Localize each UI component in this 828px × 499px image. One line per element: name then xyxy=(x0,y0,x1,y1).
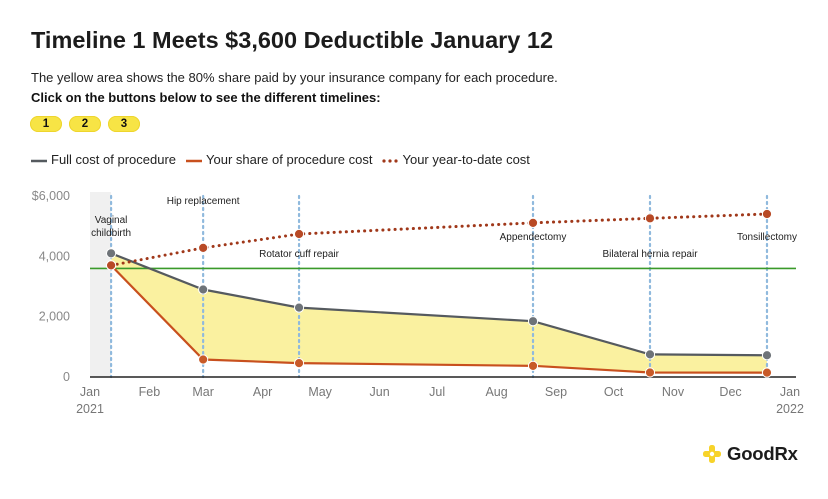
x-tick-label: Aug xyxy=(485,385,507,399)
timeline-button-group: 1 2 3 xyxy=(30,116,140,132)
x-tick-label: Jun xyxy=(370,385,390,399)
legend-swatch-your-share xyxy=(186,159,203,162)
goodrx-logo: GoodRx xyxy=(702,443,798,465)
timeline-instruction: Click on the buttons below to see the di… xyxy=(31,90,381,105)
x-tick-label: May xyxy=(308,385,332,399)
your-share-point xyxy=(293,358,305,369)
legend-label-full-cost: Full cost of procedure xyxy=(51,152,177,167)
procedure-label: childbirth xyxy=(91,228,131,239)
ytd-cost-point xyxy=(105,260,117,271)
deductible-period-band xyxy=(90,192,112,377)
full-cost-point xyxy=(105,248,117,259)
plus-cross-icon xyxy=(703,445,721,463)
timeline-1-button[interactable]: 1 xyxy=(30,116,62,132)
y-tick-label: 0 xyxy=(63,370,70,384)
your-share-series-line xyxy=(110,264,767,374)
ytd-cost-point xyxy=(644,213,656,224)
legend-item-full-cost: Full cost of procedure xyxy=(31,152,176,167)
x-tick-year-label: 2022 xyxy=(776,402,804,416)
x-tick-label: Oct xyxy=(604,385,624,399)
legend-swatch-full-cost xyxy=(31,159,47,162)
full-cost-point xyxy=(761,350,773,361)
your-share-point xyxy=(527,360,539,371)
logo-text: GoodRx xyxy=(727,443,798,464)
ytd-cost-point xyxy=(761,208,773,220)
legend-label-your-share: Your share of procedure cost xyxy=(206,152,373,167)
chart-title: Timeline 1 Meets $3,600 Deductible Janua… xyxy=(31,27,554,53)
x-tick-label: Feb xyxy=(139,385,161,399)
y-tick-label: 2,000 xyxy=(39,310,70,324)
legend-label-ytd: Your year-to-date cost xyxy=(402,152,530,167)
y-tick-label: $6,000 xyxy=(32,189,70,203)
your-share-point xyxy=(761,367,773,378)
procedure-label: Rotator cuff repair xyxy=(259,249,340,260)
full-cost-point xyxy=(198,284,209,295)
full-cost-series-line xyxy=(110,252,767,357)
x-tick-label: Sep xyxy=(545,385,567,399)
procedure-label: Bilateral hernia repair xyxy=(602,249,698,260)
procedure-label: Hip replacement xyxy=(167,196,240,207)
x-tick-label: Dec xyxy=(719,385,741,399)
chart-subtitle: The yellow area shows the 80% share paid… xyxy=(31,70,558,85)
ytd-cost-point xyxy=(293,228,305,240)
x-tick-label: Jul xyxy=(429,385,445,399)
x-tick-year-label: 2021 xyxy=(76,402,104,416)
your-share-point xyxy=(644,367,656,378)
legend-item-your-share: Your share of procedure cost xyxy=(186,152,372,167)
full-cost-point xyxy=(293,302,305,313)
full-cost-point xyxy=(527,316,539,327)
legend-swatch-ytd xyxy=(382,158,399,163)
x-tick-label: Nov xyxy=(662,385,685,399)
ytd-cost-point xyxy=(527,217,539,228)
x-tick-label: Mar xyxy=(192,385,214,399)
your-share-point xyxy=(198,354,209,365)
full-cost-point xyxy=(644,349,656,360)
legend-item-ytd: Your year-to-date cost xyxy=(382,152,530,167)
ytd-cost-point xyxy=(198,242,209,253)
procedure-label: Appendectomy xyxy=(500,232,567,243)
insurance-share-area xyxy=(111,253,767,373)
x-tick-label: Jan xyxy=(80,385,100,399)
chart-legend: Full cost of procedure Your share of pro… xyxy=(31,152,540,167)
timeline-3-button[interactable]: 3 xyxy=(108,116,140,132)
procedure-label: Tonsillectomy xyxy=(737,232,797,243)
x-tick-label: Apr xyxy=(253,385,272,399)
x-tick-label: Jan xyxy=(780,385,800,399)
ytd-cost-series-line xyxy=(109,212,769,267)
timeline-2-button[interactable]: 2 xyxy=(69,116,101,132)
procedure-label: Vaginal xyxy=(95,215,128,226)
y-tick-label: 4,000 xyxy=(39,249,70,263)
